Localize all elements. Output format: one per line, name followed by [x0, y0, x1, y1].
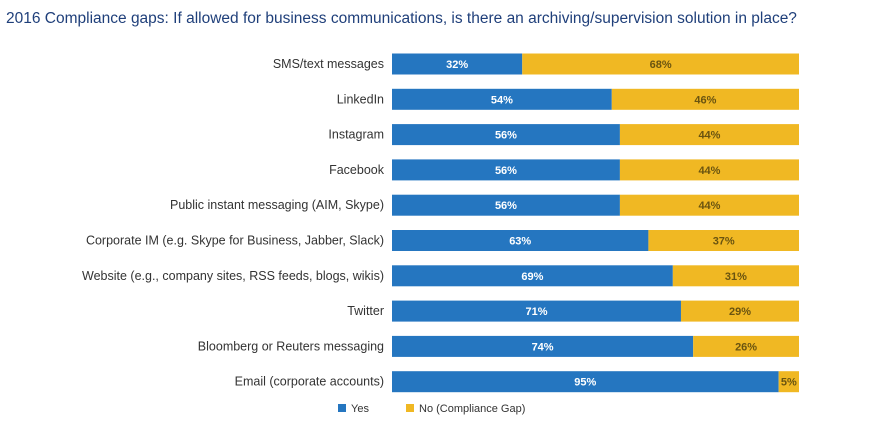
data-label-no: 44%	[698, 200, 720, 212]
bar-segment-no	[619, 194, 799, 216]
legend-swatch-no	[406, 404, 414, 412]
data-label-yes: 56%	[495, 165, 517, 177]
data-label-yes: 74%	[532, 341, 554, 353]
data-label-no: 44%	[698, 130, 720, 142]
category-label: Email (corporate accounts)	[235, 375, 384, 389]
data-label-no: 31%	[725, 271, 747, 283]
bar-segment-yes	[392, 194, 620, 216]
bar-segment-yes	[392, 300, 681, 322]
bar-segment-yes	[392, 265, 673, 287]
data-label-no: 37%	[713, 236, 735, 248]
data-label-no: 44%	[698, 165, 720, 177]
bar-segment-yes	[392, 159, 620, 181]
category-label: Facebook	[329, 163, 385, 177]
legend-label-yes: Yes	[351, 403, 369, 415]
bar-segment-no	[693, 335, 799, 357]
bar-segment-yes	[392, 230, 649, 251]
data-label-no: 46%	[694, 94, 716, 106]
bar-segment-yes	[392, 53, 523, 75]
data-label-yes: 95%	[574, 377, 596, 389]
category-label: Website (e.g., company sites, RSS feeds,…	[82, 269, 384, 283]
data-label-yes: 63%	[509, 236, 531, 248]
data-label-no: 29%	[729, 306, 751, 318]
data-label-yes: 32%	[446, 59, 468, 71]
data-label-no: 68%	[650, 59, 672, 71]
bar-segment-no	[522, 53, 799, 75]
bar-segment-no	[611, 88, 799, 110]
bar-segment-yes	[392, 88, 612, 110]
data-label-no: 26%	[735, 341, 757, 353]
bar-segment-no	[619, 124, 799, 146]
bar-segment-yes	[392, 335, 694, 357]
data-label-yes: 71%	[525, 306, 547, 318]
bar-segment-no	[648, 230, 799, 251]
legend-label-no: No (Compliance Gap)	[419, 403, 525, 415]
category-label: Instagram	[328, 128, 384, 142]
data-label-yes: 56%	[495, 130, 517, 142]
category-label: Twitter	[347, 304, 384, 318]
category-label: Public instant messaging (AIM, Skype)	[170, 198, 384, 212]
bar-segment-yes	[392, 124, 620, 146]
category-label: Corporate IM (e.g. Skype for Business, J…	[86, 234, 384, 248]
data-label-no: 5%	[781, 377, 797, 389]
bar-segment-no	[680, 300, 799, 322]
bar-segment-yes	[392, 371, 779, 393]
category-label: LinkedIn	[337, 92, 384, 106]
bar-segment-no	[672, 265, 799, 287]
legend-swatch-yes	[338, 404, 346, 412]
bar-segment-no	[778, 371, 799, 393]
bar-segment-no	[619, 159, 799, 181]
category-label: SMS/text messages	[273, 57, 384, 71]
data-label-yes: 69%	[521, 271, 543, 283]
data-label-yes: 56%	[495, 200, 517, 212]
chart-title: 2016 Compliance gaps: If allowed for bus…	[6, 10, 797, 27]
data-label-yes: 54%	[491, 94, 513, 106]
category-label: Bloomberg or Reuters messaging	[198, 339, 384, 353]
